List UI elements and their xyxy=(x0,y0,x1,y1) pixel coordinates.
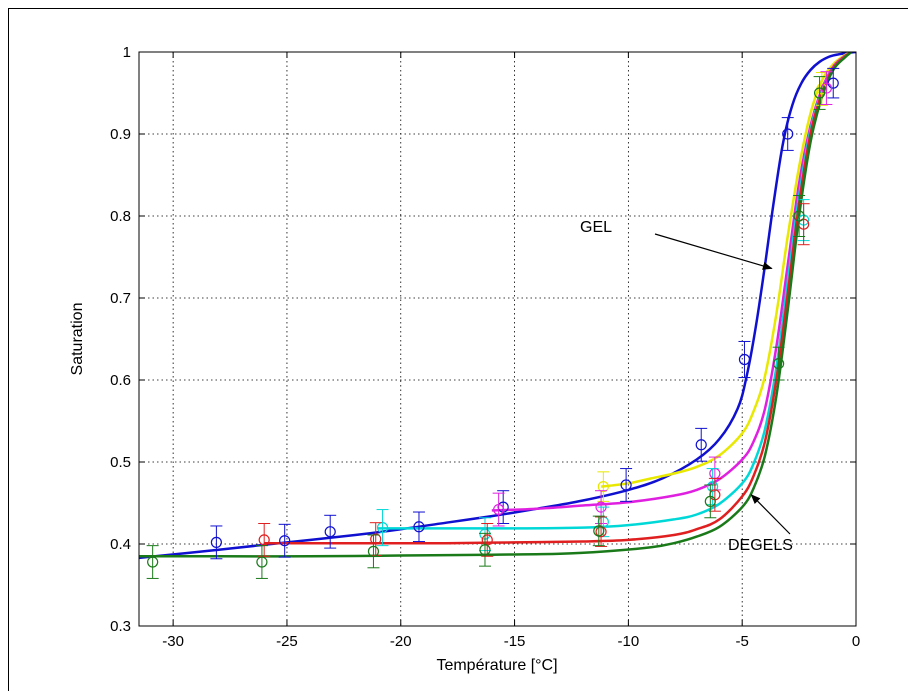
y-tick-label: 0.5 xyxy=(110,454,131,471)
data-marker xyxy=(773,358,785,370)
data-point xyxy=(255,545,268,579)
axis-ticks xyxy=(139,51,857,627)
x-tick-label: -20 xyxy=(390,633,412,650)
y-tick-label: 0.3 xyxy=(110,618,131,635)
x-tick-labels: -30 -25 -20 -15 -10 -5 0 xyxy=(162,633,860,650)
y-tick-labels: 0.3 0.4 0.5 0.6 0.7 0.8 0.9 1 xyxy=(110,44,131,635)
data-marker xyxy=(813,87,826,99)
y-tick-label: 0.4 xyxy=(110,536,131,553)
data-marker xyxy=(493,503,505,516)
data-point xyxy=(210,525,223,560)
series-line-5 xyxy=(139,52,853,558)
data-marker xyxy=(210,536,222,548)
data-marker xyxy=(695,439,707,451)
data-point xyxy=(146,545,159,579)
data-point xyxy=(620,468,633,502)
annotation-gel: GEL xyxy=(580,219,612,236)
y-tick-label: 0.7 xyxy=(110,290,131,307)
series-line-4 xyxy=(264,52,853,545)
figure-frame xyxy=(8,8,908,691)
data-point xyxy=(695,427,708,462)
data-marker xyxy=(706,481,719,493)
data-point xyxy=(278,523,291,558)
x-tick-label: -10 xyxy=(618,633,640,650)
data-marker xyxy=(620,479,632,491)
series-line-1 xyxy=(600,52,852,488)
data-marker xyxy=(738,353,751,366)
data-point xyxy=(597,471,610,502)
data-point xyxy=(772,346,785,381)
data-marker xyxy=(367,545,380,557)
data-point xyxy=(376,509,389,547)
data-marker xyxy=(593,525,605,537)
data-point xyxy=(738,340,751,379)
data-marker xyxy=(279,535,291,547)
data-marker xyxy=(597,481,609,493)
series-markers xyxy=(146,67,840,579)
data-point xyxy=(258,523,271,557)
y-tick-label: 1 xyxy=(123,44,131,61)
data-point xyxy=(704,484,717,519)
data-marker xyxy=(258,534,270,546)
plot-area xyxy=(139,52,856,626)
y-tick-label: 0.6 xyxy=(110,372,131,389)
data-point xyxy=(592,515,605,547)
axes-box xyxy=(138,51,857,627)
data-point xyxy=(367,534,380,569)
y-tick-label: 0.9 xyxy=(110,126,131,143)
data-point xyxy=(412,511,425,543)
data-marker xyxy=(324,526,336,538)
data-point xyxy=(813,76,826,110)
x-tick-label: -15 xyxy=(504,633,526,650)
data-point xyxy=(781,117,794,151)
data-marker xyxy=(793,210,805,222)
x-tick-label: 0 xyxy=(852,633,860,650)
x-tick-label: -25 xyxy=(276,633,298,650)
data-marker xyxy=(147,556,159,568)
data-point xyxy=(478,532,491,567)
data-marker xyxy=(704,495,716,507)
annotation-degels: DEGELS xyxy=(728,537,793,554)
x-axis-label: Température [°C] xyxy=(436,657,557,674)
y-axis-label: Saturation xyxy=(69,303,86,376)
data-marker xyxy=(782,128,794,140)
data-marker xyxy=(256,556,268,568)
data-marker xyxy=(376,521,389,534)
x-tick-label: -5 xyxy=(736,633,749,650)
data-point xyxy=(324,514,337,549)
data-point xyxy=(595,516,608,547)
data-marker xyxy=(370,533,382,545)
data-point xyxy=(492,492,505,527)
data-point xyxy=(793,195,806,237)
annotation-gel-arrow xyxy=(654,233,773,270)
data-marker xyxy=(413,521,425,533)
y-tick-label: 0.8 xyxy=(110,208,131,225)
data-marker xyxy=(479,544,491,556)
x-tick-label: -30 xyxy=(162,633,184,650)
annotation-degels-arrow xyxy=(750,494,791,535)
